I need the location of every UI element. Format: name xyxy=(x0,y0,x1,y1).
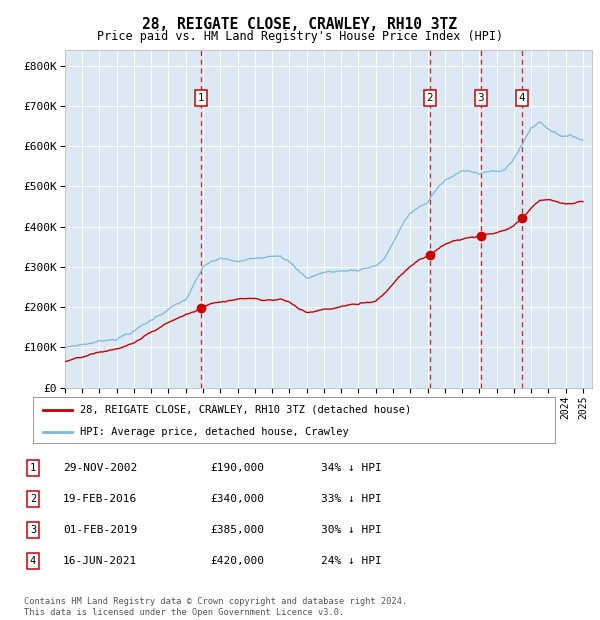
Text: 34% ↓ HPI: 34% ↓ HPI xyxy=(321,463,382,473)
Text: £420,000: £420,000 xyxy=(210,556,264,566)
Text: 2: 2 xyxy=(30,494,36,504)
Text: 4: 4 xyxy=(518,93,525,103)
Text: 19-FEB-2016: 19-FEB-2016 xyxy=(63,494,137,504)
Text: 33% ↓ HPI: 33% ↓ HPI xyxy=(321,494,382,504)
Text: 24% ↓ HPI: 24% ↓ HPI xyxy=(321,556,382,566)
Text: 4: 4 xyxy=(30,556,36,566)
Text: HPI: Average price, detached house, Crawley: HPI: Average price, detached house, Craw… xyxy=(80,427,349,436)
Text: 28, REIGATE CLOSE, CRAWLEY, RH10 3TZ (detached house): 28, REIGATE CLOSE, CRAWLEY, RH10 3TZ (de… xyxy=(80,405,411,415)
Text: £385,000: £385,000 xyxy=(210,525,264,535)
Text: 29-NOV-2002: 29-NOV-2002 xyxy=(63,463,137,473)
Text: 01-FEB-2019: 01-FEB-2019 xyxy=(63,525,137,535)
Text: 1: 1 xyxy=(198,93,205,103)
Text: 3: 3 xyxy=(30,525,36,535)
Text: 1: 1 xyxy=(30,463,36,473)
Text: Price paid vs. HM Land Registry's House Price Index (HPI): Price paid vs. HM Land Registry's House … xyxy=(97,30,503,43)
Text: 28, REIGATE CLOSE, CRAWLEY, RH10 3TZ: 28, REIGATE CLOSE, CRAWLEY, RH10 3TZ xyxy=(143,17,458,32)
Text: Contains HM Land Registry data © Crown copyright and database right 2024.
This d: Contains HM Land Registry data © Crown c… xyxy=(24,598,407,617)
Text: 2: 2 xyxy=(427,93,433,103)
Text: £340,000: £340,000 xyxy=(210,494,264,504)
Text: 30% ↓ HPI: 30% ↓ HPI xyxy=(321,525,382,535)
Text: 3: 3 xyxy=(478,93,484,103)
Text: £190,000: £190,000 xyxy=(210,463,264,473)
Text: 16-JUN-2021: 16-JUN-2021 xyxy=(63,556,137,566)
